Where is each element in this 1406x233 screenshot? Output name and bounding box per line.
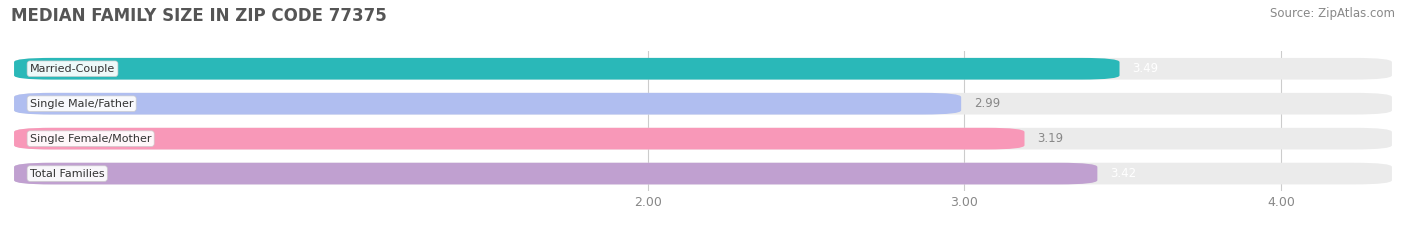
Text: Total Families: Total Families	[30, 169, 104, 178]
Text: 2.99: 2.99	[974, 97, 1000, 110]
FancyBboxPatch shape	[14, 128, 1025, 150]
Text: Married-Couple: Married-Couple	[30, 64, 115, 74]
FancyBboxPatch shape	[14, 163, 1097, 185]
FancyBboxPatch shape	[14, 58, 1119, 80]
FancyBboxPatch shape	[14, 93, 1392, 115]
FancyBboxPatch shape	[14, 93, 962, 115]
Text: Single Female/Mother: Single Female/Mother	[30, 134, 152, 144]
Text: MEDIAN FAMILY SIZE IN ZIP CODE 77375: MEDIAN FAMILY SIZE IN ZIP CODE 77375	[11, 7, 387, 25]
Text: Single Male/Father: Single Male/Father	[30, 99, 134, 109]
FancyBboxPatch shape	[14, 128, 1392, 150]
Text: 3.49: 3.49	[1132, 62, 1159, 75]
Text: Source: ZipAtlas.com: Source: ZipAtlas.com	[1270, 7, 1395, 20]
FancyBboxPatch shape	[14, 163, 1392, 185]
Text: 3.42: 3.42	[1109, 167, 1136, 180]
FancyBboxPatch shape	[14, 58, 1392, 80]
Text: 3.19: 3.19	[1038, 132, 1063, 145]
